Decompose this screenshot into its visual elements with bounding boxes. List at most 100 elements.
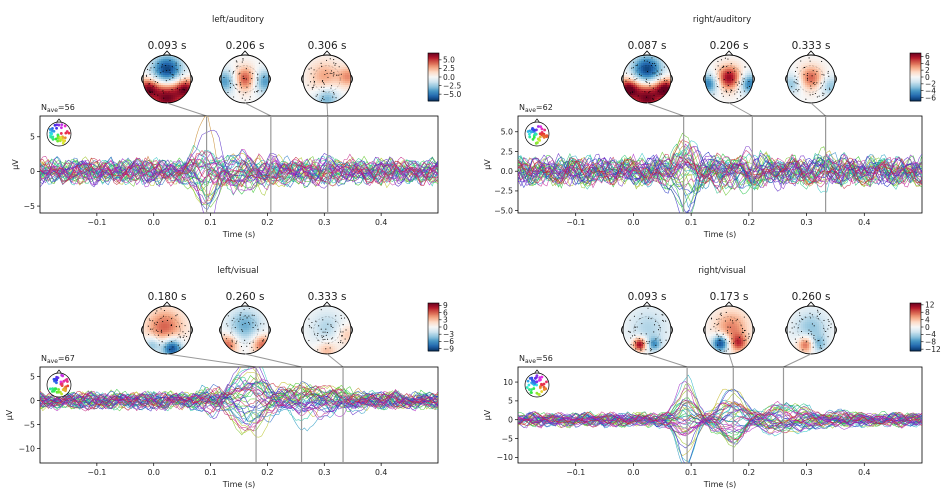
nave-label: Nave=56 <box>41 103 75 114</box>
channel-trace <box>40 144 438 188</box>
y-tick-label: −5 <box>24 202 36 211</box>
x-tick-label: 0.0 <box>148 218 160 227</box>
topomap-connector-line <box>244 102 272 117</box>
butterfly-traces <box>518 132 922 213</box>
x-tick-label: −0.1 <box>87 218 106 227</box>
colorbar-tick-label: 0 <box>925 73 930 82</box>
y-tick-label: 0 <box>30 167 35 176</box>
colorbar-tick-label: −6 <box>443 337 454 346</box>
topomap-connector-line <box>728 353 734 368</box>
topomap-heatmap <box>623 55 671 103</box>
sensor-legend-head <box>46 118 72 147</box>
x-tick-label: 0.0 <box>148 468 160 477</box>
y-tick-label: 5 <box>508 397 513 406</box>
colorbar-tick-label: 9 <box>443 301 448 310</box>
y-axis-label: µV <box>11 159 20 170</box>
topomap-heatmap <box>623 306 671 354</box>
colorbar-tick-label: 5.0 <box>443 56 455 65</box>
colorbar-tick-label: −12 <box>925 345 941 354</box>
channel-trace <box>518 412 922 437</box>
colorbar-tick-label: −8 <box>925 338 936 347</box>
channel-trace <box>40 152 438 192</box>
colorbar-tick-label: 6 <box>443 308 448 317</box>
channel-trace <box>518 145 922 187</box>
x-tick-label: 0.4 <box>375 468 387 477</box>
channel-trace <box>518 400 922 441</box>
x-tick-label: −0.1 <box>87 468 106 477</box>
topomap-heatmap <box>787 306 835 354</box>
y-axis-label: µV <box>483 159 492 170</box>
y-tick-label: 10 <box>503 378 513 387</box>
topomap-time-label: 0.093 s <box>628 291 667 303</box>
x-tick-label: 0.4 <box>858 218 870 227</box>
colorbar-tick-label: 2.5 <box>443 64 455 73</box>
panel-title: right/visual <box>698 266 746 276</box>
colorbar-tick-label: −4 <box>925 87 936 96</box>
topomap-connector-line <box>244 353 302 368</box>
channel-trace <box>40 156 438 213</box>
x-tick-label: 0.1 <box>685 218 697 227</box>
x-tick-label: 0.2 <box>743 468 755 477</box>
y-axis-label: µV <box>5 409 14 420</box>
topomap-connector-line <box>646 353 688 368</box>
channel-trace <box>40 383 438 410</box>
topomap-head <box>219 50 271 104</box>
channel-trace <box>518 402 922 436</box>
channel-trace <box>40 385 438 432</box>
channel-trace <box>40 391 438 412</box>
y-tick-label: 5 <box>30 372 35 381</box>
topomap-head <box>219 301 271 355</box>
channel-trace <box>518 387 922 442</box>
colorbar-tick-label: −5.0 <box>443 90 461 99</box>
x-tick-label: 0.0 <box>627 218 639 227</box>
topomap-head <box>785 301 837 355</box>
x-axis-label: Time (s) <box>222 230 256 239</box>
sensor-legend-head <box>524 369 550 398</box>
colorbar-tick-label: −3 <box>443 330 454 339</box>
topomap-time-label: 0.180 s <box>148 291 187 303</box>
topomap-connector-line <box>783 353 812 368</box>
channel-trace <box>518 154 922 190</box>
channel-trace <box>40 387 438 413</box>
x-tick-label: 0.2 <box>743 218 755 227</box>
y-axis-label: µV <box>483 409 492 420</box>
topomap-heatmap <box>303 55 351 103</box>
topomap-time-label: 0.333 s <box>792 40 831 52</box>
channel-trace <box>518 153 922 188</box>
topomap-head <box>703 301 755 355</box>
colorbar-tick-label: 0 <box>925 323 930 332</box>
topomap-connector-line <box>326 353 344 368</box>
topomap-time-label: 0.260 s <box>792 291 831 303</box>
channel-trace <box>40 156 438 186</box>
colorbar-tick-label: −6 <box>925 93 936 102</box>
channel-trace <box>40 150 438 188</box>
y-tick-label: 5.0 <box>501 128 513 137</box>
channel-trace <box>40 392 438 422</box>
channel-trace <box>518 155 922 188</box>
channel-trace <box>518 146 922 188</box>
topomap-time-label: 0.260 s <box>226 291 265 303</box>
channel-trace <box>518 402 922 430</box>
channel-trace <box>518 152 922 190</box>
colorbar-tick-label: 4 <box>925 315 930 324</box>
x-tick-label: −0.1 <box>566 468 585 477</box>
x-tick-label: 0.3 <box>800 218 812 227</box>
topomap-head <box>785 50 837 104</box>
x-tick-label: 0.2 <box>261 218 273 227</box>
topomap-time-label: 0.306 s <box>308 40 347 52</box>
y-tick-label: −5 <box>24 420 36 429</box>
sensor-legend-head <box>524 118 550 147</box>
x-tick-label: 0.4 <box>375 218 387 227</box>
channel-trace <box>40 158 438 191</box>
topomap-time-label: 0.087 s <box>628 40 667 52</box>
channel-trace <box>40 385 438 429</box>
nave-label: Nave=56 <box>519 354 553 365</box>
colorbar-tick-label: 4 <box>925 59 930 68</box>
y-tick-label: −2.5 <box>494 187 513 196</box>
topomap-connector-line <box>166 102 207 117</box>
x-axis-label: Time (s) <box>222 480 256 489</box>
y-tick-label: 0 <box>30 396 35 405</box>
colorbar-tick-label: 6 <box>925 52 930 61</box>
